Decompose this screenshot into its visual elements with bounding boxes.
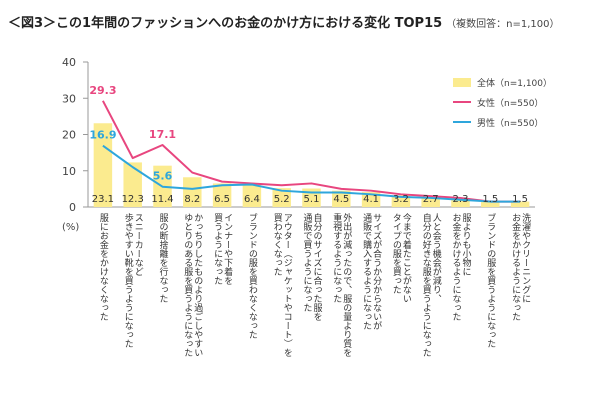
y-axis-unit: (%) [62,222,80,233]
x-category-label: かっちりしたものより過ごしやすい [192,213,203,357]
bar-value-label: 5.2 [274,194,290,205]
bar-value-label: 11.4 [151,194,173,205]
x-category-label: 買うようになった [212,213,223,285]
x-category-label: ブランドの服を買うようになった [485,212,496,348]
bar-value-label: 2.7 [423,194,439,205]
female-value-label: 29.3 [89,84,116,97]
bar [93,123,113,207]
x-category-label: 通販で購入するようになった [361,213,372,330]
bar [212,183,232,207]
bar [361,192,381,207]
legend-item-female: 女性（n=550） [453,92,552,112]
x-category-label: 人と会う機会が減り、 [431,213,442,303]
female-line [102,100,521,203]
bar-value-label: 6.4 [244,194,260,205]
legend: 全体（n=1,100） 女性（n=550） 男性（n=550） [453,72,552,132]
x-category-label: 服にお金をかけなくなった [98,213,109,321]
x-category-label: 今まで着たことがない [401,212,412,303]
x-category-label: 服の断捨離を行なった [158,213,169,303]
x-category-label: 外出が減ったので、服の量より質を [341,212,352,357]
x-category-label: 服よりも小物に [461,213,472,276]
x-category-label: 通販で買うようになった [302,213,313,312]
x-category-label: サイズが合うか分からないが [371,213,382,330]
legend-label-total: 全体（n=1,100） [477,78,553,89]
bar [242,183,262,207]
bar-value-label: 1.5 [512,194,528,205]
legend-item-male: 男性（n=550） [453,112,552,132]
bar-value-label: 4.1 [363,194,379,205]
sample-note: （複数回答：n=1,100） [446,19,560,30]
legend-label-female: 女性（n=550） [477,98,544,109]
x-category-label: 買わなくなった [272,213,283,276]
x-category-label: タイプの服を買った [391,213,402,294]
bar-value-label: 1.5 [482,194,498,205]
bar-value-label: 12.3 [122,194,144,205]
bar [510,201,530,207]
x-category-label: スニーカーなど [133,213,144,276]
x-category-label: 洗濯やクリーニングに [520,212,531,303]
legend-bar-swatch [453,77,471,87]
y-tick-label: 30 [62,92,76,105]
chart-title: ＜図3＞この1年間のファッションへのお金のかけ方における変化 TOP15 （複数回… [8,12,560,31]
bar-value-label: 2.3 [453,194,469,205]
legend-label-male: 男性（n=550） [477,118,544,129]
bar-value-label: 3.2 [393,194,409,205]
x-category-label: ブランドの服を買わなくなった [247,212,258,339]
bar-value-label: 23.1 [92,194,114,205]
bar [481,201,500,207]
y-tick-label: 10 [62,165,76,178]
x-category-label: 自分の好きな服を買うようになった [421,212,432,357]
male-value-label: 5.6 [153,170,173,183]
bar-value-label: 8.2 [184,194,200,205]
x-category-label: インナーや下着を [222,213,233,285]
legend-line-swatch-male [453,121,471,123]
bar-value-label: 6.5 [214,194,230,205]
bar [332,190,351,207]
x-category-label: 歩きやすい靴を買うようになった [123,212,134,348]
x-category-label: ゆとりのある服を買うようになった [182,213,193,357]
male-value-label: 16.9 [89,129,116,142]
legend-line-swatch-female [453,101,471,103]
bar [123,162,142,207]
y-tick-label: 40 [62,56,76,69]
bar [272,188,291,207]
bar-value-label: 4.5 [333,194,349,205]
male-line [102,144,521,203]
bar-value-label: 5.1 [304,194,320,205]
y-tick-label: 20 [62,129,76,142]
legend-item-total: 全体（n=1,100） [453,72,552,92]
x-category-label: お金をかけるようになった [510,213,521,321]
x-category-label: 自分のサイズに合った服を [312,212,323,321]
bar [391,195,411,207]
bar [421,197,440,207]
x-category-label: 重視するようになった [331,212,342,303]
x-category-label: アウター（ジャケットやコート）を [282,213,293,357]
bar [451,198,470,207]
x-category-label: お金をかけるようになった [451,213,462,321]
chart-title-text: ＜図3＞この1年間のファッションへのお金のかけ方における変化 TOP15 [8,16,443,31]
female-value-label: 17.1 [149,128,176,141]
bar [183,177,202,207]
y-tick-label: 0 [69,201,76,214]
